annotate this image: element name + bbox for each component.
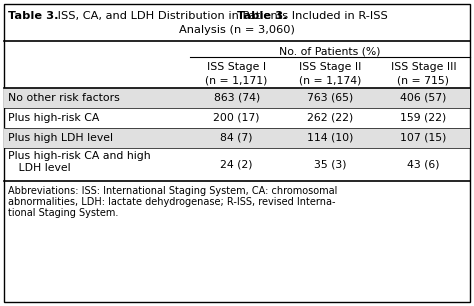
Text: ISS Stage II
(n = 1,174): ISS Stage II (n = 1,174) xyxy=(299,62,361,85)
Text: 200 (17): 200 (17) xyxy=(213,113,260,123)
Text: tional Staging System.: tional Staging System. xyxy=(8,208,118,218)
Text: 114 (10): 114 (10) xyxy=(307,133,353,143)
Bar xyxy=(4,88,470,108)
Text: Plus high-risk CA and high: Plus high-risk CA and high xyxy=(8,151,151,161)
Text: ISS Stage III
(n = 715): ISS Stage III (n = 715) xyxy=(391,62,456,85)
Text: 35 (3): 35 (3) xyxy=(314,159,346,170)
Text: Plus high LDH level: Plus high LDH level xyxy=(8,133,113,143)
Text: Plus high-risk CA: Plus high-risk CA xyxy=(8,113,100,123)
Text: abnormalities, LDH: lactate dehydrogenase; R-ISS, revised Interna-: abnormalities, LDH: lactate dehydrogenas… xyxy=(8,197,336,207)
Text: 863 (74): 863 (74) xyxy=(214,93,260,103)
Text: ISS, CA, and LDH Distribution in Patients Included in R-ISS: ISS, CA, and LDH Distribution in Patient… xyxy=(54,11,388,21)
Text: ISS Stage I
(n = 1,171): ISS Stage I (n = 1,171) xyxy=(206,62,268,85)
Text: Table 3.: Table 3. xyxy=(8,11,58,21)
Text: 24 (2): 24 (2) xyxy=(220,159,253,170)
Text: 262 (22): 262 (22) xyxy=(307,113,353,123)
Text: 43 (6): 43 (6) xyxy=(407,159,439,170)
Text: Abbreviations: ISS: International Staging System, CA: chromosomal: Abbreviations: ISS: International Stagin… xyxy=(8,186,337,196)
Text: No. of Patients (%): No. of Patients (%) xyxy=(279,47,381,57)
Bar xyxy=(4,128,470,148)
Text: Table 3.: Table 3. xyxy=(237,11,288,21)
Text: LDH level: LDH level xyxy=(8,163,71,173)
Text: Analysis (n = 3,060): Analysis (n = 3,060) xyxy=(179,25,295,35)
Text: 84 (7): 84 (7) xyxy=(220,133,253,143)
Text: 406 (57): 406 (57) xyxy=(400,93,447,103)
Text: 159 (22): 159 (22) xyxy=(400,113,447,123)
Text: No other risk factors: No other risk factors xyxy=(8,93,120,103)
Text: 107 (15): 107 (15) xyxy=(400,133,447,143)
Text: 763 (65): 763 (65) xyxy=(307,93,353,103)
